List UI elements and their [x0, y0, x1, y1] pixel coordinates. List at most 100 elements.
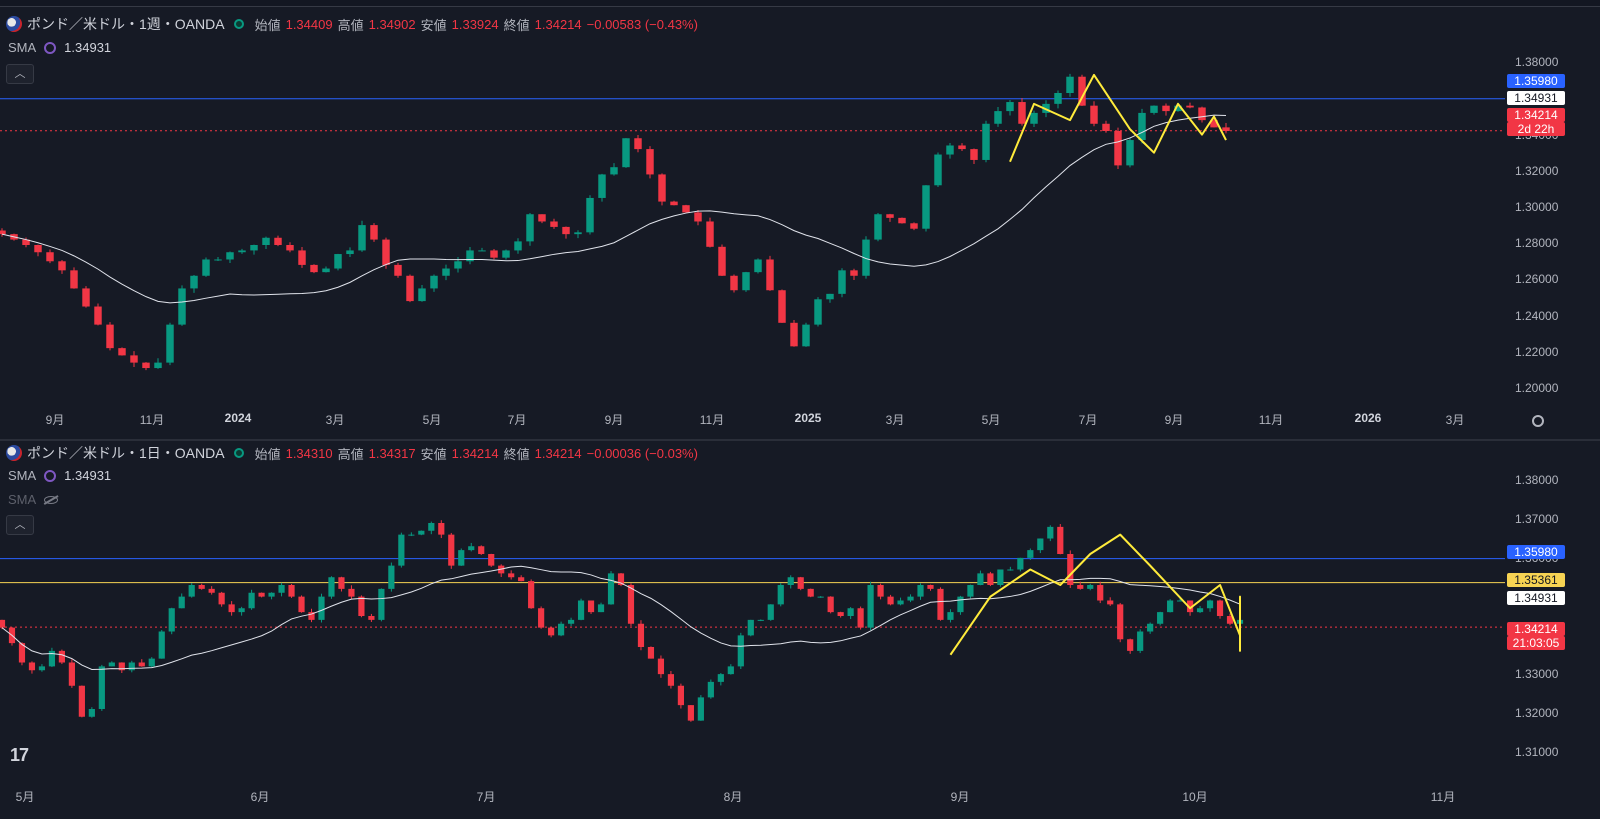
close-label: 終値: [503, 446, 530, 462]
p1-candle-body: [994, 111, 1002, 124]
collapse-legend-button[interactable]: ︿: [6, 64, 34, 84]
p2-candle-body: [1007, 569, 1014, 571]
time-axis-label: 5月: [422, 413, 442, 427]
p2-candle-body: [198, 585, 205, 589]
p2-candle: [0, 619, 6, 630]
p2-candle: [607, 571, 615, 605]
p2-candle: [937, 587, 944, 621]
p1-candle: [214, 256, 222, 261]
daily-chart-pane[interactable]: ポンド／米ドル・1日・OANDA 始値 1.34310 高値 1.34317 安値 1…: [0, 439, 1600, 819]
p2-candle: [737, 632, 744, 670]
p1-candle: [190, 274, 198, 293]
daily-sma-legend[interactable]: SMA 1.34931: [8, 468, 111, 483]
gbp-usd-flag-icon: [6, 445, 22, 461]
gear-icon[interactable]: [1532, 415, 1544, 427]
p1-candle-body: [910, 223, 918, 229]
p1-candle-body: [586, 197, 594, 233]
p1-candle: [634, 135, 642, 153]
p2-candle-body: [558, 623, 565, 636]
p2-candle-body: [98, 666, 105, 709]
p2-candle: [957, 595, 964, 615]
p1-candle: [118, 347, 126, 356]
p2-candle-body: [737, 635, 744, 667]
p2-candle: [947, 609, 954, 623]
p2-candle: [777, 583, 784, 607]
p1-candle-body: [1150, 105, 1158, 113]
p2-candle: [1226, 613, 1234, 626]
p2-candle-body: [977, 573, 984, 585]
weekly-chart-canvas[interactable]: [0, 7, 1600, 439]
p2-candle: [428, 521, 435, 535]
p2-candle-body: [1216, 600, 1224, 616]
market-open-status-icon: [233, 448, 244, 458]
p2-candle-body: [577, 600, 585, 620]
p1-candle-body: [1210, 120, 1218, 128]
daily-symbol-title[interactable]: ポンド／米ドル・1日・OANDA: [27, 445, 225, 461]
p2-candle: [88, 707, 95, 718]
blue-line-price-tag: 1.35980: [1507, 545, 1565, 559]
p1-candle: [826, 293, 834, 303]
weekly-symbol-title[interactable]: ポンド／米ドル・1週・OANDA: [27, 16, 225, 32]
p2-candle: [767, 604, 774, 621]
candle-countdown-tag: 21:03:05: [1507, 636, 1565, 650]
p1-candle: [646, 146, 654, 179]
p1-candle-body: [346, 250, 354, 255]
price-axis-label: 1.31000: [1515, 744, 1559, 759]
sma-price-tag: 1.34931: [1507, 91, 1565, 105]
daily-sma-hidden-legend[interactable]: SMA: [8, 492, 59, 507]
collapse-legend-button[interactable]: ︿: [6, 515, 34, 535]
p2-candle: [1017, 557, 1024, 572]
p1-candle: [1018, 98, 1026, 126]
p1-candle: [1150, 105, 1158, 115]
p2-candle: [308, 608, 315, 623]
weekly-sma-legend[interactable]: SMA 1.34931: [8, 40, 111, 55]
p2-candle: [637, 620, 645, 651]
weekly-chart-pane[interactable]: ポンド／米ドル・1週・OANDA 始値 1.34409 高値 1.34902 安値 1…: [0, 6, 1600, 439]
blue-line-price-tag: 1.35980: [1507, 74, 1565, 88]
p1-candle: [550, 218, 558, 229]
p1-candle: [478, 247, 486, 252]
chevron-up-icon: ︿: [14, 68, 26, 80]
p1-candle-body: [730, 275, 738, 291]
p2-candle: [907, 594, 914, 603]
price-axis-label: 1.20000: [1515, 380, 1559, 395]
p2-candle: [78, 685, 85, 718]
p2-candle: [617, 573, 625, 587]
p1-candle: [358, 220, 366, 252]
p2-candle: [558, 621, 565, 637]
p2-candle-body: [777, 585, 784, 605]
p2-candle-body: [1097, 585, 1104, 601]
p1-candle-body: [238, 250, 246, 253]
p2-candle-body: [817, 596, 824, 598]
p2-candle-body: [488, 554, 495, 566]
time-axis-label: 7月: [476, 790, 496, 804]
p2-candle-body: [448, 534, 455, 566]
p1-candle-body: [310, 264, 318, 273]
p2-candle: [847, 607, 854, 620]
p2-candle: [408, 532, 415, 537]
p1-candle: [1102, 120, 1110, 133]
p2-candle: [418, 530, 425, 536]
p2-candle: [1067, 550, 1074, 588]
p1-candle: [754, 258, 762, 274]
p1-candle-body: [1102, 123, 1110, 131]
p2-candle: [1196, 605, 1204, 614]
eye-off-icon[interactable]: [44, 495, 59, 504]
p1-candle: [742, 271, 750, 292]
p1-candle: [490, 248, 498, 260]
p1-candle: [886, 213, 894, 222]
p1-candle-body: [478, 250, 486, 252]
p2-pattern-0: [949, 533, 1241, 656]
p2-candle: [967, 584, 974, 599]
p1-candle-body: [130, 355, 138, 363]
p1-candle-body: [778, 290, 786, 323]
p1-candle-body: [634, 138, 642, 150]
p1-candle: [526, 213, 534, 246]
p1-candle: [1054, 90, 1062, 109]
sma-price-tag: 1.34931: [1507, 591, 1565, 605]
p2-candle-body: [248, 592, 255, 609]
p2-candle-body: [697, 697, 704, 721]
p2-candle-body: [617, 573, 625, 585]
tradingview-logo[interactable]: 17: [10, 745, 29, 765]
daily-chart-canvas[interactable]: [0, 441, 1600, 819]
